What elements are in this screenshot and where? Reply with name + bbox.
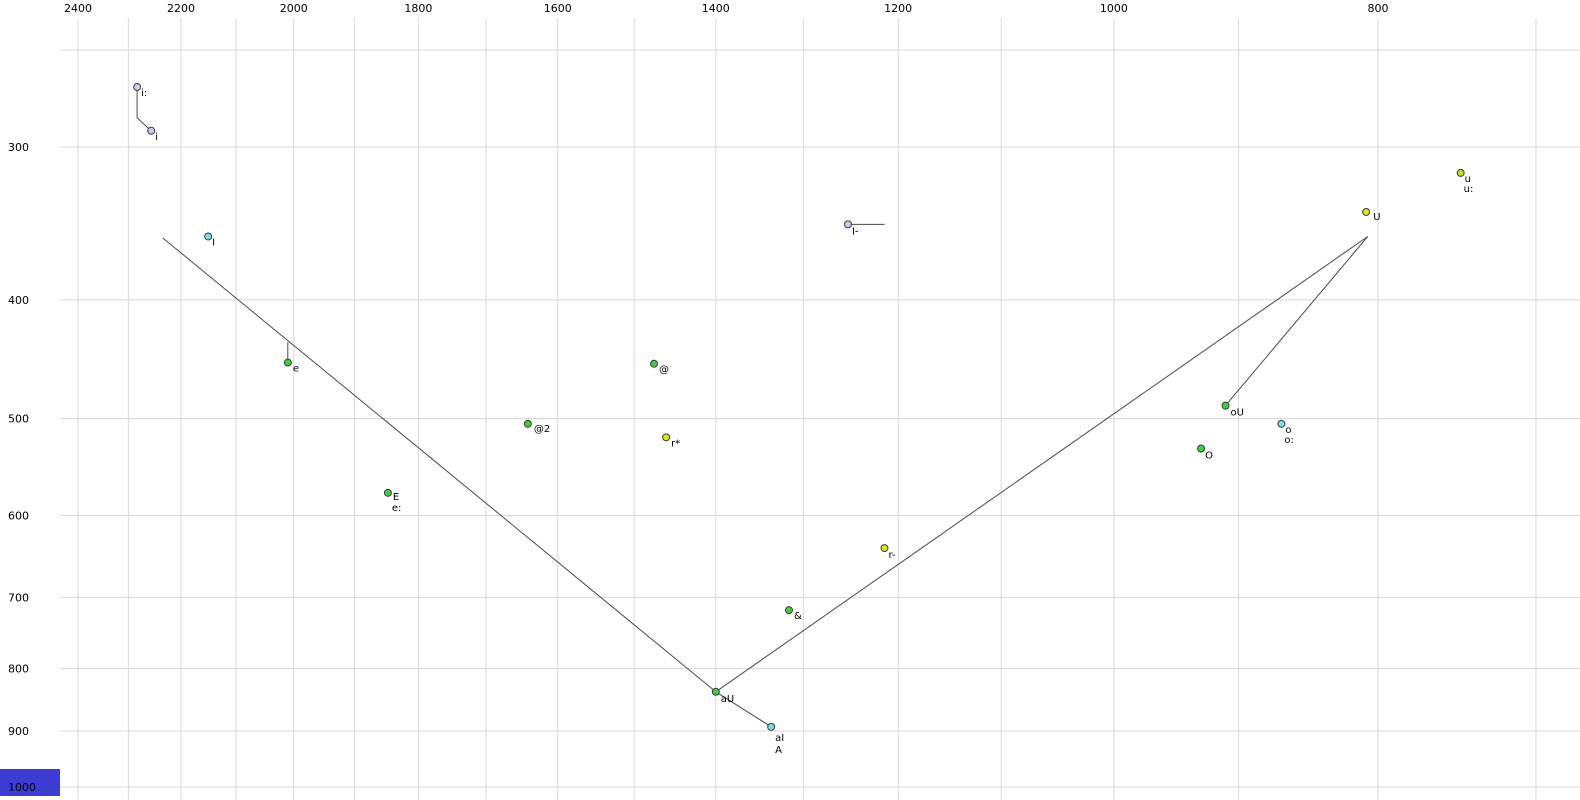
point-label: I [212,237,215,248]
point-label: oU [1231,408,1244,419]
data-point-E[interactable] [383,488,392,497]
data-point-i:[interactable] [133,83,142,92]
x-tick-label: 1400 [702,2,730,15]
data-point-r-[interactable] [880,544,889,553]
data-point-e[interactable] [283,358,292,367]
data-point-@[interactable] [650,359,659,368]
point-label: i [155,132,158,143]
x-tick-label: 2400 [64,2,92,15]
x-tick-label: 800 [1367,2,1388,15]
trajectory-line-v-right-arm [715,236,1368,693]
data-point-i[interactable] [147,126,156,135]
x-tick-label: 1600 [544,2,572,15]
point-label: e: [392,503,402,514]
data-point-&[interactable] [784,606,793,615]
data-point-I[interactable] [204,232,213,241]
y-tick-label: 800 [8,662,29,675]
x-tick-label: 1200 [884,2,912,15]
point-label: r- [888,550,895,561]
point-label: O [1205,451,1213,462]
data-point-r*[interactable] [662,433,671,442]
y-tick-label: 300 [8,141,29,154]
y-tick-label: 500 [8,413,29,426]
point-label: @2 [534,424,550,435]
point-label: & [794,611,802,622]
data-point-o:[interactable] [1277,419,1286,428]
y-tick-label-1000: 1000 [8,781,36,794]
trajectory-line-i-glide [136,87,152,132]
data-point-oU[interactable] [1221,401,1230,410]
y-tick-label: 400 [8,294,29,307]
point-label: E [393,492,399,503]
y-tick-label: 900 [8,725,29,738]
point-label: I- [852,226,859,237]
data-point-O[interactable] [1197,444,1206,453]
trajectory-line-u-to-ou [1225,236,1369,406]
point-label: i: [141,88,147,99]
point-label: u [1465,174,1471,185]
trajectory-line-v-left-arm [162,237,717,693]
point-label: aU [721,694,734,705]
x-tick-label: 2000 [280,2,308,15]
point-label: A [775,745,782,756]
x-tick-label: 2200 [167,2,195,15]
point-label: U [1373,212,1380,223]
data-point-U[interactable] [1362,207,1371,216]
point-label: u: [1464,184,1474,195]
data-point-@2[interactable] [523,419,532,428]
y-tick-label: 700 [8,591,29,604]
point-label: @ [659,365,669,376]
data-point-aU[interactable] [711,687,720,696]
point-label: r* [671,438,680,449]
point-label: o [1285,425,1291,436]
trajectory-line-au-to-ai [715,691,772,728]
x-tick-label: 1800 [404,2,432,15]
data-point-I-[interactable] [843,220,852,229]
data-point-aI[interactable] [767,722,776,731]
corner-highlight [0,769,60,796]
point-label: e [293,364,299,375]
point-label: aI [775,733,784,744]
y-tick-label: 600 [8,509,29,522]
x-tick-label: 1000 [1100,2,1128,15]
data-point-u:[interactable] [1456,168,1465,177]
point-label: o: [1284,435,1294,446]
